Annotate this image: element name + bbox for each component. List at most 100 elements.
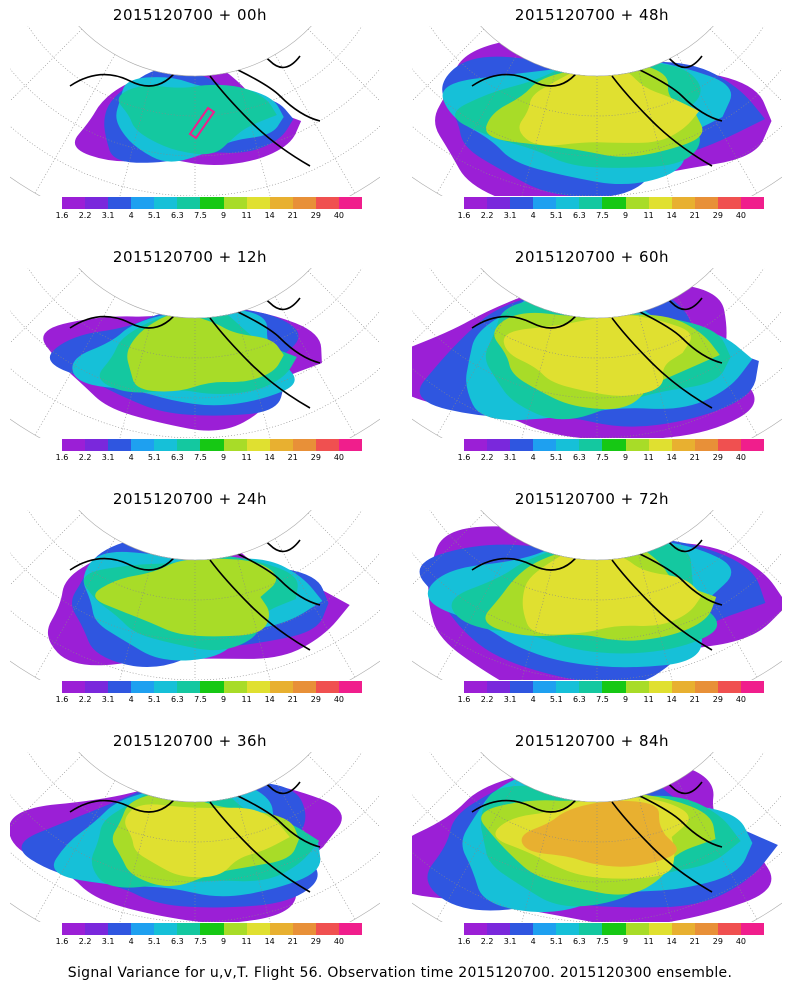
colorbar-tick-label: 2.2	[78, 211, 92, 220]
map-panel: 2015120700 + 48h 1.6 2.2 3.1 4 5.1 6.3 7.5 9 11 14…	[402, 0, 800, 245]
map-panel: 2015120700 + 24h 1.6 2.2 3.1 4 5.1 6.3 7.5 9 11 14…	[0, 484, 400, 729]
colorbar-tick-label: 9	[220, 937, 227, 946]
variance-contour	[127, 314, 284, 392]
colorbar-labels: 1.6 2.2 3.1 4 5.1 6.3 7.5 9 11 14 21 29 40	[458, 211, 764, 223]
colorbar-tick-label: 2.2	[480, 695, 494, 704]
colorbar-swatch	[625, 197, 649, 209]
colorbar-swatch	[579, 439, 603, 451]
colorbar-tick-label: 3.1	[503, 695, 517, 704]
colorbar-swatch	[556, 923, 580, 935]
colorbar-tick-label: 4	[530, 695, 536, 704]
colorbar-swatch	[694, 681, 718, 693]
colorbar-tick-label: 9	[622, 453, 629, 462]
colorbar-swatch	[694, 439, 718, 451]
colorbar	[62, 923, 363, 935]
colorbar-labels: 1.6 2.2 3.1 4 5.1 6.3 7.5 9 11 14 21 29 40	[56, 695, 362, 707]
colorbar-swatch	[717, 439, 741, 451]
colorbar-swatch	[315, 439, 339, 451]
colorbar-tick-label: 2.2	[78, 937, 92, 946]
colorbar-swatch	[533, 439, 557, 451]
colorbar-tick-label: 2.2	[480, 937, 494, 946]
map-panel: 2015120700 + 36h 1.6 2.2 3.1 4 5.1 6.3 7.5 9 11 14…	[0, 726, 400, 971]
colorbar-tick-label: 4	[128, 695, 134, 704]
colorbar-swatch	[648, 923, 672, 935]
colorbar-tick-label: 4	[530, 937, 536, 946]
colorbar-tick-label: 40	[735, 937, 747, 946]
colorbar-tick-label: 40	[735, 453, 747, 462]
colorbar-tick-label: 1.6	[457, 211, 471, 220]
colorbar-tick-label: 4	[128, 453, 134, 462]
colorbar-swatch	[510, 681, 534, 693]
colorbar-swatch	[510, 197, 534, 209]
colorbar-swatch	[108, 439, 132, 451]
colorbar-swatch	[648, 681, 672, 693]
colorbar-tick-label: 11	[643, 211, 654, 220]
colorbar-tick-label: 3.1	[503, 453, 517, 462]
colorbar-swatch	[648, 197, 672, 209]
colorbar-tick-label: 29	[310, 211, 321, 220]
colorbar-tick-label: 21	[287, 937, 298, 946]
colorbar	[62, 197, 363, 209]
colorbar-swatch	[717, 923, 741, 935]
colorbar-swatch	[85, 197, 109, 209]
colorbar-tick-label: 7.5	[194, 695, 207, 704]
variance-contour	[503, 315, 691, 396]
colorbar-tick-label: 3.1	[101, 695, 115, 704]
colorbar-tick-label: 1.6	[457, 937, 471, 946]
colorbar	[62, 439, 363, 451]
colorbar-tick-label: 14	[666, 695, 677, 704]
colorbar-swatch	[464, 923, 488, 935]
colorbar-tick-label: 6.3	[171, 695, 184, 704]
colorbar-swatch	[269, 439, 293, 451]
colorbar-swatch	[177, 923, 201, 935]
colorbar-swatch	[338, 439, 363, 451]
colorbar-tick-label: 5.1	[147, 453, 161, 462]
colorbar-labels: 1.6 2.2 3.1 4 5.1 6.3 7.5 9 11 14 21 29 40	[56, 937, 362, 949]
colorbar-tick-label: 14	[666, 211, 677, 220]
colorbar-swatch	[671, 439, 695, 451]
colorbar-swatch	[487, 923, 511, 935]
colorbar-tick-label: 5.1	[147, 695, 161, 704]
colorbar-tick-label: 5.1	[549, 211, 563, 220]
colorbar-swatch	[108, 681, 132, 693]
colorbar-tick-label: 21	[689, 695, 700, 704]
colorbar-swatch	[510, 439, 534, 451]
colorbar-tick-label: 7.5	[194, 453, 207, 462]
colorbar-swatch	[269, 923, 293, 935]
colorbar-swatch	[464, 439, 488, 451]
colorbar-tick-label: 9	[220, 211, 227, 220]
colorbar-labels: 1.6 2.2 3.1 4 5.1 6.3 7.5 9 11 14 21 29 40	[56, 453, 362, 465]
panel-title: 2015120700 + 72h	[514, 490, 670, 508]
colorbar-tick-label: 7.5	[596, 937, 609, 946]
colorbar-swatch	[154, 197, 178, 209]
colorbar	[464, 197, 765, 209]
colorbar-swatch	[694, 923, 718, 935]
panel-title: 2015120700 + 36h	[112, 732, 268, 750]
colorbar-swatch	[740, 681, 765, 693]
colorbar-swatch	[131, 197, 155, 209]
panel-title: 2015120700 + 00h	[112, 6, 268, 24]
colorbar-tick-label: 5.1	[549, 695, 563, 704]
colorbar-swatch	[740, 439, 765, 451]
colorbar-swatch	[85, 439, 109, 451]
colorbar-tick-label: 6.3	[573, 211, 586, 220]
colorbar-labels: 1.6 2.2 3.1 4 5.1 6.3 7.5 9 11 14 21 29 40	[56, 211, 362, 223]
panel-title: 2015120700 + 60h	[514, 248, 670, 266]
colorbar-tick-label: 29	[310, 937, 321, 946]
variance-contour	[95, 558, 277, 637]
colorbar-swatch	[648, 439, 672, 451]
colorbar-swatch	[200, 923, 224, 935]
colorbar-tick-label: 3.1	[101, 937, 115, 946]
colorbar-tick-label: 14	[666, 453, 677, 462]
colorbar-swatch	[533, 197, 557, 209]
variance-map	[412, 510, 782, 680]
colorbar-tick-label: 40	[333, 937, 345, 946]
variance-contour	[125, 804, 290, 878]
colorbar-swatch	[338, 923, 363, 935]
variance-map	[412, 752, 782, 922]
colorbar-swatch	[533, 681, 557, 693]
colorbar-tick-label: 11	[643, 695, 654, 704]
colorbar-tick-label: 2.2	[78, 453, 92, 462]
colorbar-swatch	[338, 681, 363, 693]
colorbar-tick-label: 2.2	[480, 211, 494, 220]
